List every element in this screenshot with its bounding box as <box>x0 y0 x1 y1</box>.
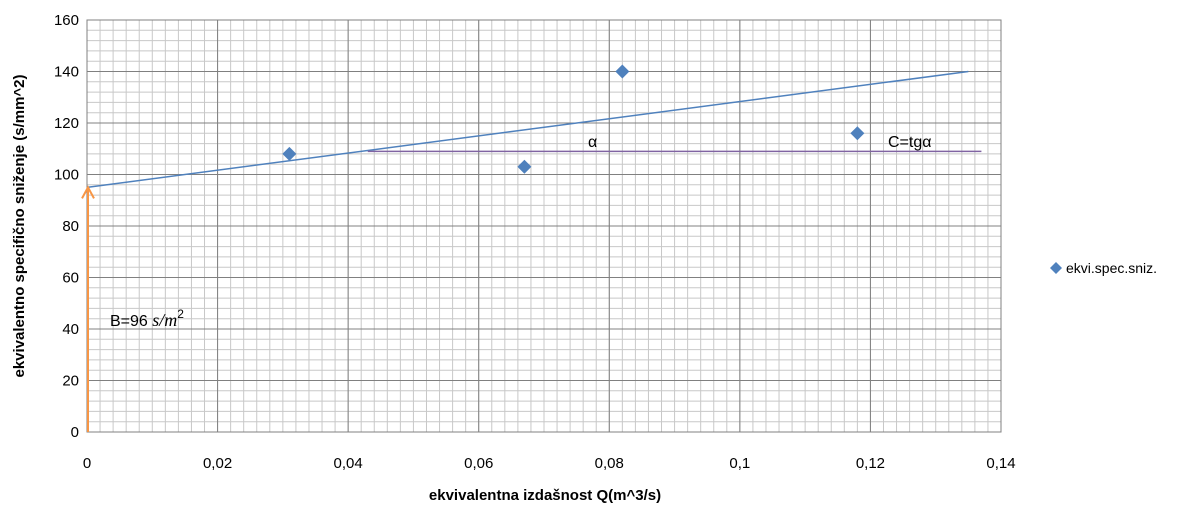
y-axis-title: ekvivalentno specifično sniženje (s/mm^2… <box>11 74 28 377</box>
c-tg-alpha-label: C=tgα <box>888 134 932 151</box>
legend-marker-diamond <box>1050 262 1062 274</box>
y-tick-label: 40 <box>62 321 79 338</box>
b-value-text: B=96 <box>110 313 152 330</box>
x-tick-label: 0,12 <box>856 455 885 472</box>
b-value-unit: s/m <box>152 310 177 330</box>
x-tick-label: 0,06 <box>464 455 493 472</box>
data-point-diamond <box>517 159 532 174</box>
b-value-exponent: 2 <box>177 307 184 321</box>
x-tick-labels: 0 0,02 0,04 0,06 0,08 0,1 0,12 0,14 <box>83 455 1016 472</box>
y-tick-label: 100 <box>54 167 79 184</box>
data-points <box>282 64 865 174</box>
y-tick-label: 80 <box>62 218 79 235</box>
alpha-label: α <box>588 134 597 151</box>
data-point-diamond <box>615 64 630 79</box>
y-tick-label: 140 <box>54 64 79 81</box>
y-tick-label: 0 <box>71 424 79 441</box>
y-tick-label: 120 <box>54 115 79 132</box>
annotation-lines <box>81 70 982 432</box>
y-tick-label: 160 <box>54 12 79 29</box>
legend: ekvi.spec.sniz. <box>1050 260 1157 276</box>
x-tick-label: 0,02 <box>203 455 232 472</box>
x-tick-label: 0,08 <box>595 455 624 472</box>
x-tick-label: 0,14 <box>986 455 1015 472</box>
b-value-label: B=96 s/m2 <box>110 307 184 330</box>
y-tick-label: 20 <box>62 373 79 390</box>
y-tick-labels: 0 20 40 60 80 100 120 140 160 <box>54 12 79 441</box>
x-tick-label: 0,04 <box>334 455 363 472</box>
x-tick-label: 0 <box>83 455 91 472</box>
intercept-arrow-head <box>81 185 95 199</box>
legend-label: ekvi.spec.sniz. <box>1066 260 1157 276</box>
x-axis-title: ekvivalentna izdašnost Q(m^3/s) <box>429 487 661 504</box>
y-tick-label: 60 <box>62 270 79 287</box>
data-point-diamond <box>282 146 297 161</box>
x-tick-label: 0,1 <box>729 455 750 472</box>
data-point-diamond <box>850 126 865 141</box>
trendline <box>86 70 969 189</box>
